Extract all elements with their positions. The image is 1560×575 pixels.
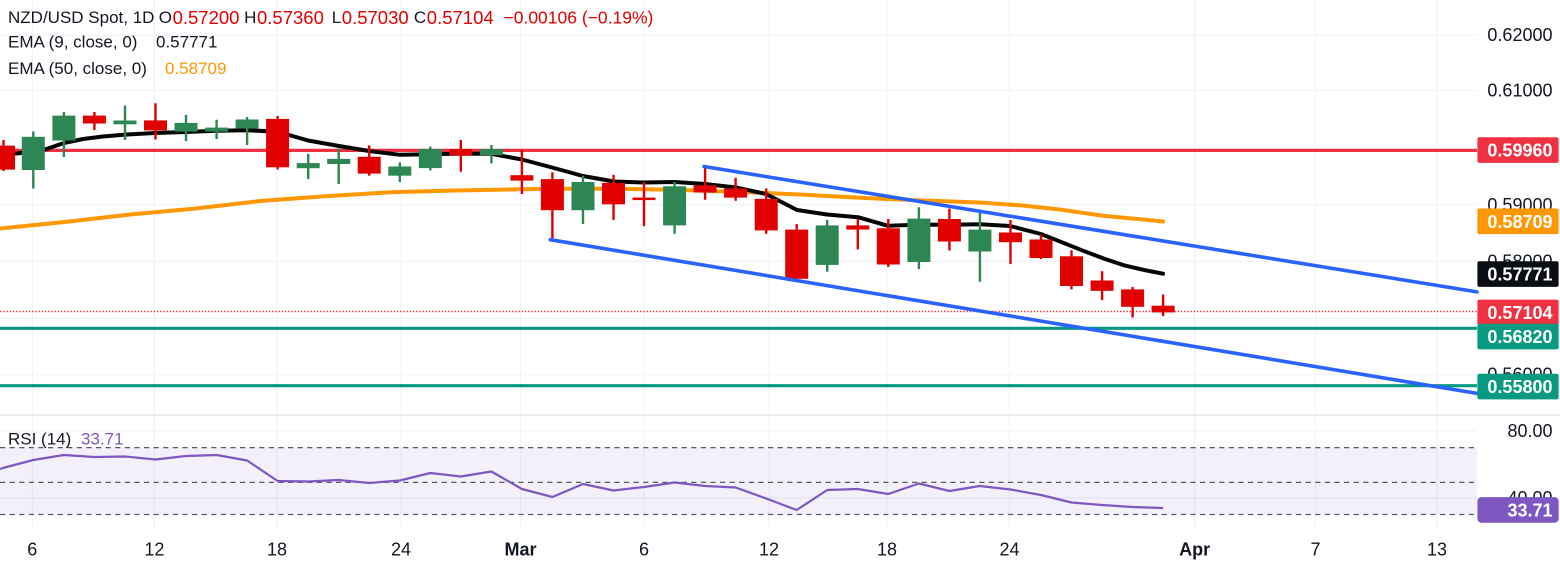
svg-text:EMA (50, close, 0): EMA (50, close, 0) <box>8 59 147 78</box>
svg-text:0.57200: 0.57200 <box>173 7 240 28</box>
svg-text:0.58709: 0.58709 <box>165 59 226 78</box>
svg-text:33.71: 33.71 <box>1507 500 1552 520</box>
svg-text:12: 12 <box>759 540 779 560</box>
svg-text:EMA (9, close, 0): EMA (9, close, 0) <box>8 33 137 52</box>
svg-text:RSI (14): RSI (14) <box>8 429 71 448</box>
svg-text:0.57771: 0.57771 <box>156 33 217 52</box>
svg-text:0.58709: 0.58709 <box>1487 212 1552 232</box>
svg-text:0.56820: 0.56820 <box>1487 327 1552 347</box>
svg-text:O: O <box>159 8 172 27</box>
svg-text:NZD/USD Spot, 1D: NZD/USD Spot, 1D <box>8 8 154 27</box>
svg-text:−0.00106 (−0.19%): −0.00106 (−0.19%) <box>504 7 654 27</box>
svg-text:18: 18 <box>267 540 287 560</box>
svg-text:H: H <box>244 8 256 27</box>
svg-text:80.00: 80.00 <box>1507 421 1552 441</box>
svg-text:0.55800: 0.55800 <box>1487 377 1552 397</box>
svg-text:7: 7 <box>1310 540 1320 560</box>
svg-text:24: 24 <box>391 540 411 560</box>
svg-text:6: 6 <box>27 540 37 560</box>
svg-text:C: C <box>414 8 426 27</box>
svg-text:13: 13 <box>1427 540 1447 560</box>
svg-text:0.59960: 0.59960 <box>1487 141 1552 161</box>
svg-text:18: 18 <box>877 540 897 560</box>
svg-text:0.57104: 0.57104 <box>1487 303 1552 323</box>
svg-text:0.61000: 0.61000 <box>1487 81 1552 101</box>
svg-text:0.57030: 0.57030 <box>342 7 409 28</box>
svg-text:0.57104: 0.57104 <box>427 7 494 28</box>
svg-text:0.62000: 0.62000 <box>1487 25 1552 45</box>
svg-text:12: 12 <box>144 540 164 560</box>
svg-text:0.57771: 0.57771 <box>1487 265 1552 285</box>
svg-text:0.57360: 0.57360 <box>257 7 324 28</box>
svg-text:24: 24 <box>999 540 1019 560</box>
svg-text:33.71: 33.71 <box>81 429 124 448</box>
svg-text:6: 6 <box>639 540 649 560</box>
svg-text:Mar: Mar <box>504 540 536 560</box>
svg-text:Apr: Apr <box>1179 540 1210 560</box>
svg-text:L: L <box>332 8 341 27</box>
